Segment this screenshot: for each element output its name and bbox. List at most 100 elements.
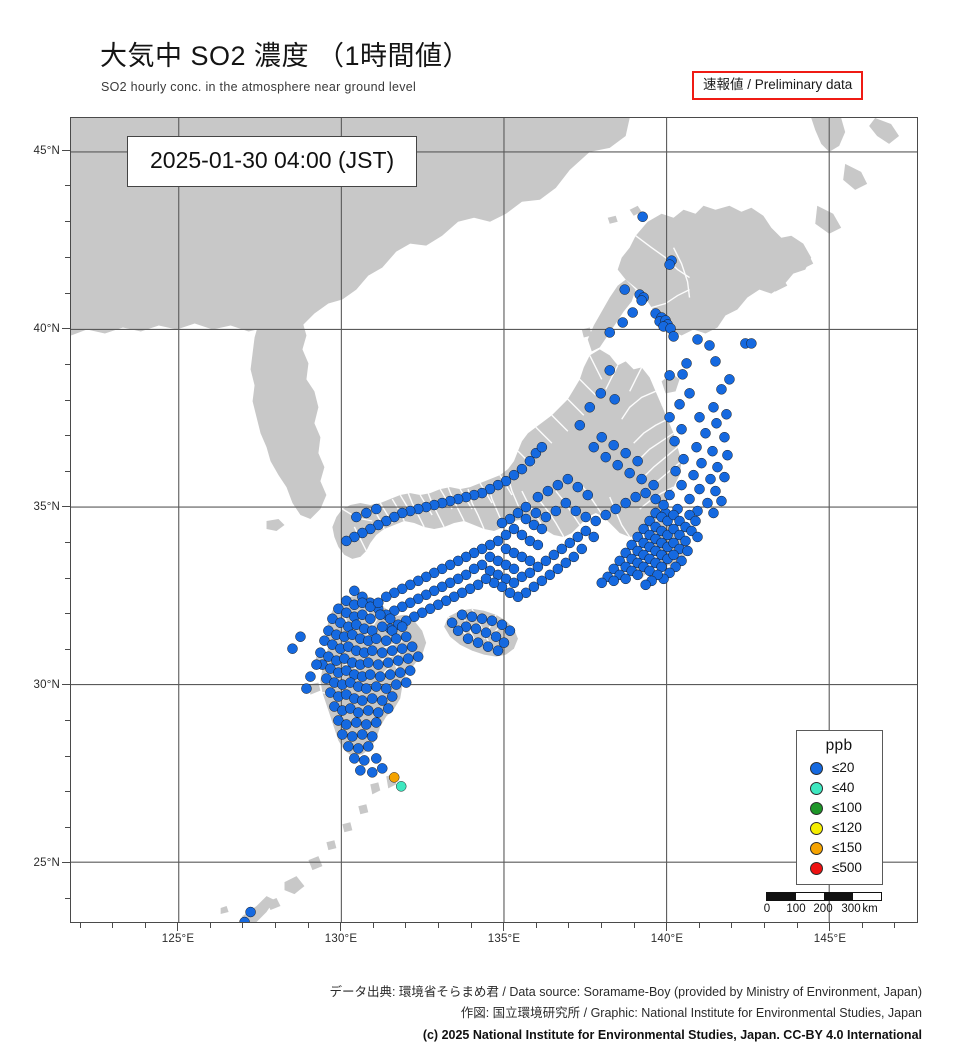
y-tick-minor <box>65 400 70 401</box>
y-tick-minor <box>65 578 70 579</box>
legend-box: ppb ≤20 ≤40 ≤100 ≤120 <box>796 730 883 885</box>
legend-item-le-100[interactable]: ≤100 <box>806 798 872 818</box>
page-subtitle: SO2 hourly conc. in the atmosphere near … <box>101 80 417 94</box>
x-tick-minor <box>568 923 569 928</box>
y-tick-label-45N: 45°N <box>33 145 60 157</box>
x-tick-minor <box>862 923 863 928</box>
scale-seg-3 <box>824 893 854 900</box>
y-tick-minor <box>65 221 70 222</box>
y-tick-minor <box>65 649 70 650</box>
y-tick-minor <box>65 257 70 258</box>
legend-item-label: ≤20 <box>832 760 855 775</box>
legend-swatch-icon <box>810 801 823 815</box>
legend-swatch-icon <box>810 781 823 795</box>
scale-tick-200: 200 <box>813 903 833 915</box>
y-tick-minor <box>65 364 70 365</box>
scale-tick-300: 300 <box>841 903 861 915</box>
stations-le-150 <box>388 772 400 783</box>
y-tick-minor <box>65 435 70 436</box>
legend-swatch-icon <box>810 841 823 855</box>
y-tick-minor <box>65 898 70 899</box>
legend-item-le-500[interactable]: ≤500 <box>806 858 872 878</box>
timestamp-box: 2025-01-30 04:00 (JST) <box>127 136 418 187</box>
station-markers <box>239 211 757 922</box>
x-tick-minor <box>536 923 537 928</box>
footer-copyright: (c) 2025 National Institute for Environm… <box>422 1028 922 1042</box>
y-tick-minor <box>65 293 70 294</box>
scale-unit-label: km <box>862 903 878 915</box>
legend-item-le-120[interactable]: ≤120 <box>806 818 872 838</box>
y-tick-minor <box>65 185 70 186</box>
x-tick-minor <box>894 923 895 928</box>
stations-le-40 <box>395 781 407 792</box>
legend-item-label: ≤500 <box>832 860 862 875</box>
x-tick-minor <box>145 923 146 928</box>
y-tick-label-35N: 35°N <box>33 501 60 513</box>
y-tick-major <box>62 328 70 330</box>
scale-tick-0: 0 <box>763 903 771 915</box>
x-tick-major <box>177 923 179 931</box>
y-tick-minor <box>65 613 70 614</box>
scale-tick-100: 100 <box>786 903 806 915</box>
map-canvas: 2025-01-30 04:00 (JST) ppb ≤20 ≤40 ≤100 <box>71 118 917 922</box>
x-tick-major <box>829 923 831 931</box>
y-tick-minor <box>65 827 70 828</box>
x-tick-major <box>666 923 668 931</box>
scale-bar-labels: 0 100 200 300 km <box>758 902 891 918</box>
legend-item-le-40[interactable]: ≤40 <box>806 778 872 798</box>
y-tick-minor <box>65 471 70 472</box>
x-tick-minor <box>242 923 243 928</box>
x-tick-major <box>503 923 505 931</box>
legend-swatch-icon <box>810 861 823 875</box>
y-tick-minor <box>65 756 70 757</box>
y-tick-major <box>62 150 70 152</box>
scale-seg-4 <box>853 893 881 900</box>
x-tick-minor <box>438 923 439 928</box>
legend-title: ppb <box>825 737 853 754</box>
x-tick-minor <box>797 923 798 928</box>
x-tick-label-145E: 145°E <box>813 933 847 945</box>
x-tick-minor <box>112 923 113 928</box>
x-tick-minor <box>308 923 309 928</box>
scale-bar-graphic <box>766 892 882 901</box>
x-tick-label-125E: 125°E <box>161 933 195 945</box>
x-tick-label-140E: 140°E <box>650 933 684 945</box>
legend-item-le-20[interactable]: ≤20 <box>806 758 872 778</box>
y-tick-major <box>62 684 70 686</box>
footer-graphic-credit: 作図: 国立環境研究所 / Graphic: National Institut… <box>460 1006 922 1020</box>
y-tick-label-25N: 25°N <box>33 857 60 869</box>
legend-item-label: ≤120 <box>832 820 862 835</box>
y-tick-label-40N: 40°N <box>33 323 60 335</box>
legend-item-label: ≤100 <box>832 800 862 815</box>
preliminary-data-badge: 速報値 / Preliminary data <box>692 71 864 100</box>
y-tick-major <box>62 506 70 508</box>
page-title: 大気中 SO2 濃度 （1時間値） <box>100 41 471 71</box>
x-tick-minor <box>373 923 374 928</box>
scale-seg-1 <box>767 893 796 900</box>
map-plot-area[interactable]: 2025-01-30 04:00 (JST) ppb ≤20 ≤40 ≤100 <box>70 117 918 923</box>
legend-item-le-150[interactable]: ≤150 <box>806 838 872 858</box>
footer: データ出典: 環境省そらまめ君 / Data source: Soramame-… <box>0 982 980 1046</box>
y-tick-minor <box>65 791 70 792</box>
footer-data-source: データ出典: 環境省そらまめ君 / Data source: Soramame-… <box>329 985 922 999</box>
legend-item-label: ≤150 <box>832 840 862 855</box>
legend-item-label: ≤40 <box>832 780 855 795</box>
x-tick-minor <box>275 923 276 928</box>
x-tick-minor <box>764 923 765 928</box>
legend-swatch-icon <box>810 761 823 775</box>
stations-le-20 <box>239 211 757 922</box>
x-tick-minor <box>731 923 732 928</box>
x-tick-minor <box>210 923 211 928</box>
y-tick-label-30N: 30°N <box>33 679 60 691</box>
x-tick-label-130E: 130°E <box>324 933 358 945</box>
x-tick-major <box>340 923 342 931</box>
y-tick-minor <box>65 720 70 721</box>
x-tick-minor <box>699 923 700 928</box>
y-tick-major <box>62 862 70 864</box>
x-tick-minor <box>601 923 602 928</box>
x-tick-minor <box>405 923 406 928</box>
x-tick-minor <box>80 923 81 928</box>
x-tick-label-135E: 135°E <box>487 933 521 945</box>
scale-seg-2 <box>795 893 825 900</box>
